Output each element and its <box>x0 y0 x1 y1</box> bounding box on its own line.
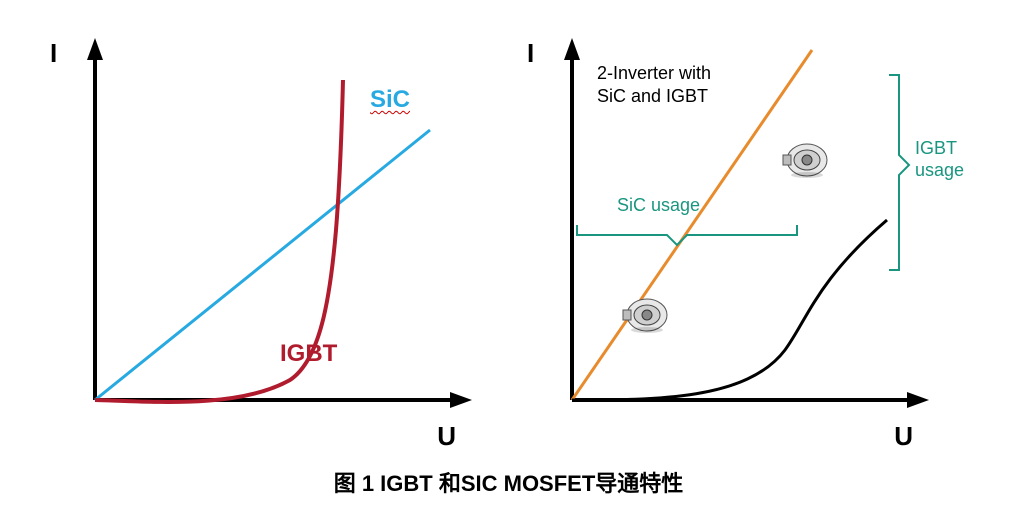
igbt-usage-line1: IGBT <box>915 138 957 158</box>
x-axis-label: U <box>437 421 456 452</box>
sic-label: SiC <box>370 86 410 114</box>
right-chart-panel: I U 2-Inverter with SiC and IGBT SiC usa… <box>517 20 977 460</box>
motor-icon-lower <box>623 299 667 333</box>
x-axis-arrow <box>450 392 472 408</box>
igbt-curve-r <box>572 220 887 400</box>
title-line1: 2-Inverter with <box>597 63 711 83</box>
sic-curve <box>95 130 430 400</box>
y-axis-arrow-r <box>564 38 580 60</box>
y-axis-arrow <box>87 38 103 60</box>
sic-usage-label: SiC usage <box>617 195 700 216</box>
left-chart-svg <box>40 20 500 460</box>
igbt-usage-label: IGBT usage <box>915 138 964 181</box>
figure-caption: 图 1 IGBT 和SIC MOSFET导通特性 <box>0 466 1017 498</box>
igbt-label: IGBT <box>280 340 337 368</box>
title-line2: SiC and IGBT <box>597 86 708 106</box>
sic-usage-bracket <box>577 225 797 245</box>
igbt-usage-bracket <box>889 75 909 270</box>
y-axis-label: I <box>50 38 57 69</box>
motor-icon-upper <box>783 144 827 178</box>
figure-container: I U SiC IGBT <box>0 0 1017 460</box>
x-axis-arrow-r <box>907 392 929 408</box>
y-axis-label-r: I <box>527 38 534 69</box>
igbt-usage-line2: usage <box>915 160 964 180</box>
right-chart-title: 2-Inverter with SiC and IGBT <box>597 62 711 107</box>
left-chart-panel: I U SiC IGBT <box>40 20 500 460</box>
x-axis-label-r: U <box>894 421 913 452</box>
right-chart-svg <box>517 20 977 460</box>
